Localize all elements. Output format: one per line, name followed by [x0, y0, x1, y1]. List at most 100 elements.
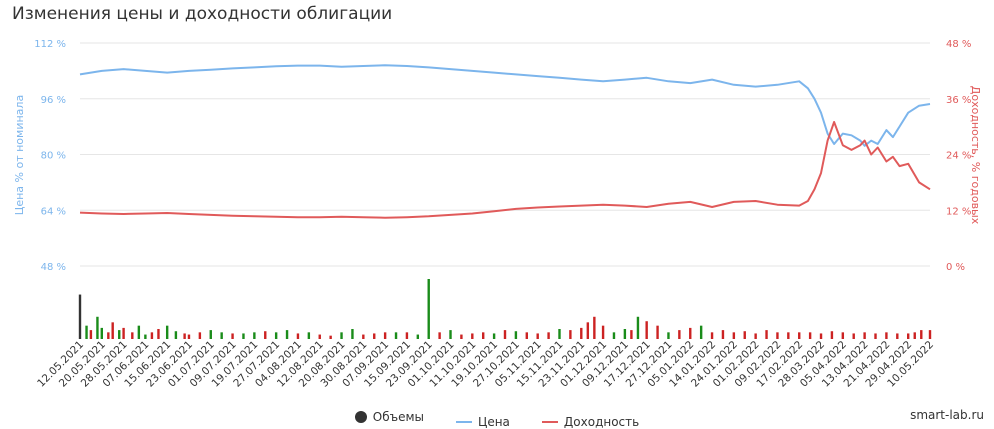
volume-bar [852, 333, 855, 339]
volume-bar [220, 332, 223, 339]
volume-bar [118, 330, 121, 339]
volume-bar [710, 332, 714, 339]
volume-bar [96, 316, 99, 339]
volume-bar [362, 334, 365, 339]
volume-bar [460, 334, 463, 339]
volume-bar [383, 332, 387, 339]
volume-bar [798, 332, 801, 339]
volume-bar [340, 332, 343, 339]
right-tick-label: 12 % [946, 206, 971, 217]
left-axis-ticks: 112 % 96 % 80 % 64 % 48 % [34, 39, 66, 273]
legend-item[interactable]: Цена [456, 415, 510, 429]
legend-marker [354, 411, 367, 423]
yield-line [79, 121, 931, 219]
volume-bar [612, 332, 616, 339]
volume-bar [645, 321, 648, 339]
volume-bar [787, 332, 790, 339]
x-axis-ticks: 12.05.202120.05.202128.05.202107.06.2021… [35, 339, 936, 390]
volume-bar [274, 332, 278, 339]
legend-marker [456, 421, 472, 423]
volume-bar [405, 332, 409, 339]
volume-bar [841, 332, 845, 339]
volume-bar [187, 334, 191, 339]
volume-bar [896, 333, 899, 339]
volume-bar [765, 330, 768, 339]
volume-bar [885, 332, 888, 339]
volume-bar [536, 333, 539, 339]
volume-bar [131, 332, 134, 339]
volume-bar [122, 327, 125, 339]
legend-item[interactable]: Объемы [354, 410, 424, 424]
volume-bar [198, 332, 202, 339]
volume-bar [514, 331, 518, 339]
left-tick-label: 80 % [41, 151, 66, 162]
volume-bar [165, 325, 169, 339]
volume-bar [296, 333, 300, 339]
volume-bar [416, 334, 420, 339]
left-tick-label: 96 % [41, 95, 66, 106]
volume-bar [503, 330, 507, 339]
grid-lines [80, 42, 930, 267]
left-tick-label: 64 % [41, 206, 66, 217]
series-lines [79, 64, 931, 219]
volume-bar [830, 331, 834, 339]
volume-bar [482, 332, 485, 339]
volume-bar [623, 329, 627, 339]
volume-bar [174, 331, 178, 339]
volume-bar [754, 333, 757, 339]
volume-bar [231, 333, 234, 339]
volume-bar [907, 333, 910, 339]
volume-bar [209, 330, 212, 339]
volume-bar [318, 334, 321, 339]
legend-item[interactable]: Доходность [541, 415, 640, 429]
volume-bar [699, 325, 703, 339]
volume-bar [593, 316, 596, 339]
volume-bar [89, 330, 93, 339]
volume-bar [743, 331, 746, 339]
right-axis-ticks: 48 % 36 % 24 % 12 % 0 % [946, 39, 971, 273]
volume-bar [558, 329, 561, 339]
volume-bar [329, 335, 332, 339]
legend-label: Цена [478, 415, 510, 429]
right-tick-label: 48 % [946, 39, 971, 50]
volume-bar [144, 334, 147, 339]
volume-bar [920, 330, 923, 339]
volume-bar [732, 332, 736, 339]
volume-bar [111, 322, 114, 339]
volume-bar [721, 330, 725, 339]
volume-bar [656, 325, 659, 339]
volume-bar [157, 329, 160, 339]
credit-text: smart-lab.ru [910, 408, 984, 422]
volume-bar [667, 332, 670, 339]
volume-bar [471, 333, 474, 339]
volume-bar [264, 331, 267, 339]
volume-bar [394, 332, 398, 339]
volume-bar [438, 332, 441, 339]
right-axis-title: Доходность, % годовых [969, 86, 982, 225]
legend-label: Доходность [563, 415, 640, 429]
volume-bar [78, 294, 82, 339]
legend: Объемы Цена Доходность [0, 410, 994, 429]
right-tick-label: 36 % [946, 95, 971, 106]
volume-bar [928, 330, 932, 339]
volume-bar [874, 333, 877, 339]
volume-bar [808, 332, 812, 339]
volume-bar [183, 333, 186, 339]
volume-bar [373, 333, 376, 339]
right-tick-label: 0 % [946, 262, 965, 273]
volume-bar [678, 330, 681, 339]
legend-marker [541, 421, 558, 423]
volume-bar [85, 325, 88, 339]
volume-bar [689, 327, 692, 339]
volume-bar [569, 330, 572, 339]
volume-bar [636, 316, 640, 339]
volume-bar [253, 332, 256, 339]
right-tick-label: 24 % [946, 151, 971, 162]
left-tick-label: 112 % [34, 39, 66, 50]
volume-bar [351, 329, 354, 339]
volume-bar [285, 330, 289, 339]
volume-bars [78, 279, 932, 339]
volume-bar [307, 332, 311, 339]
legend-label: Объемы [372, 410, 424, 424]
